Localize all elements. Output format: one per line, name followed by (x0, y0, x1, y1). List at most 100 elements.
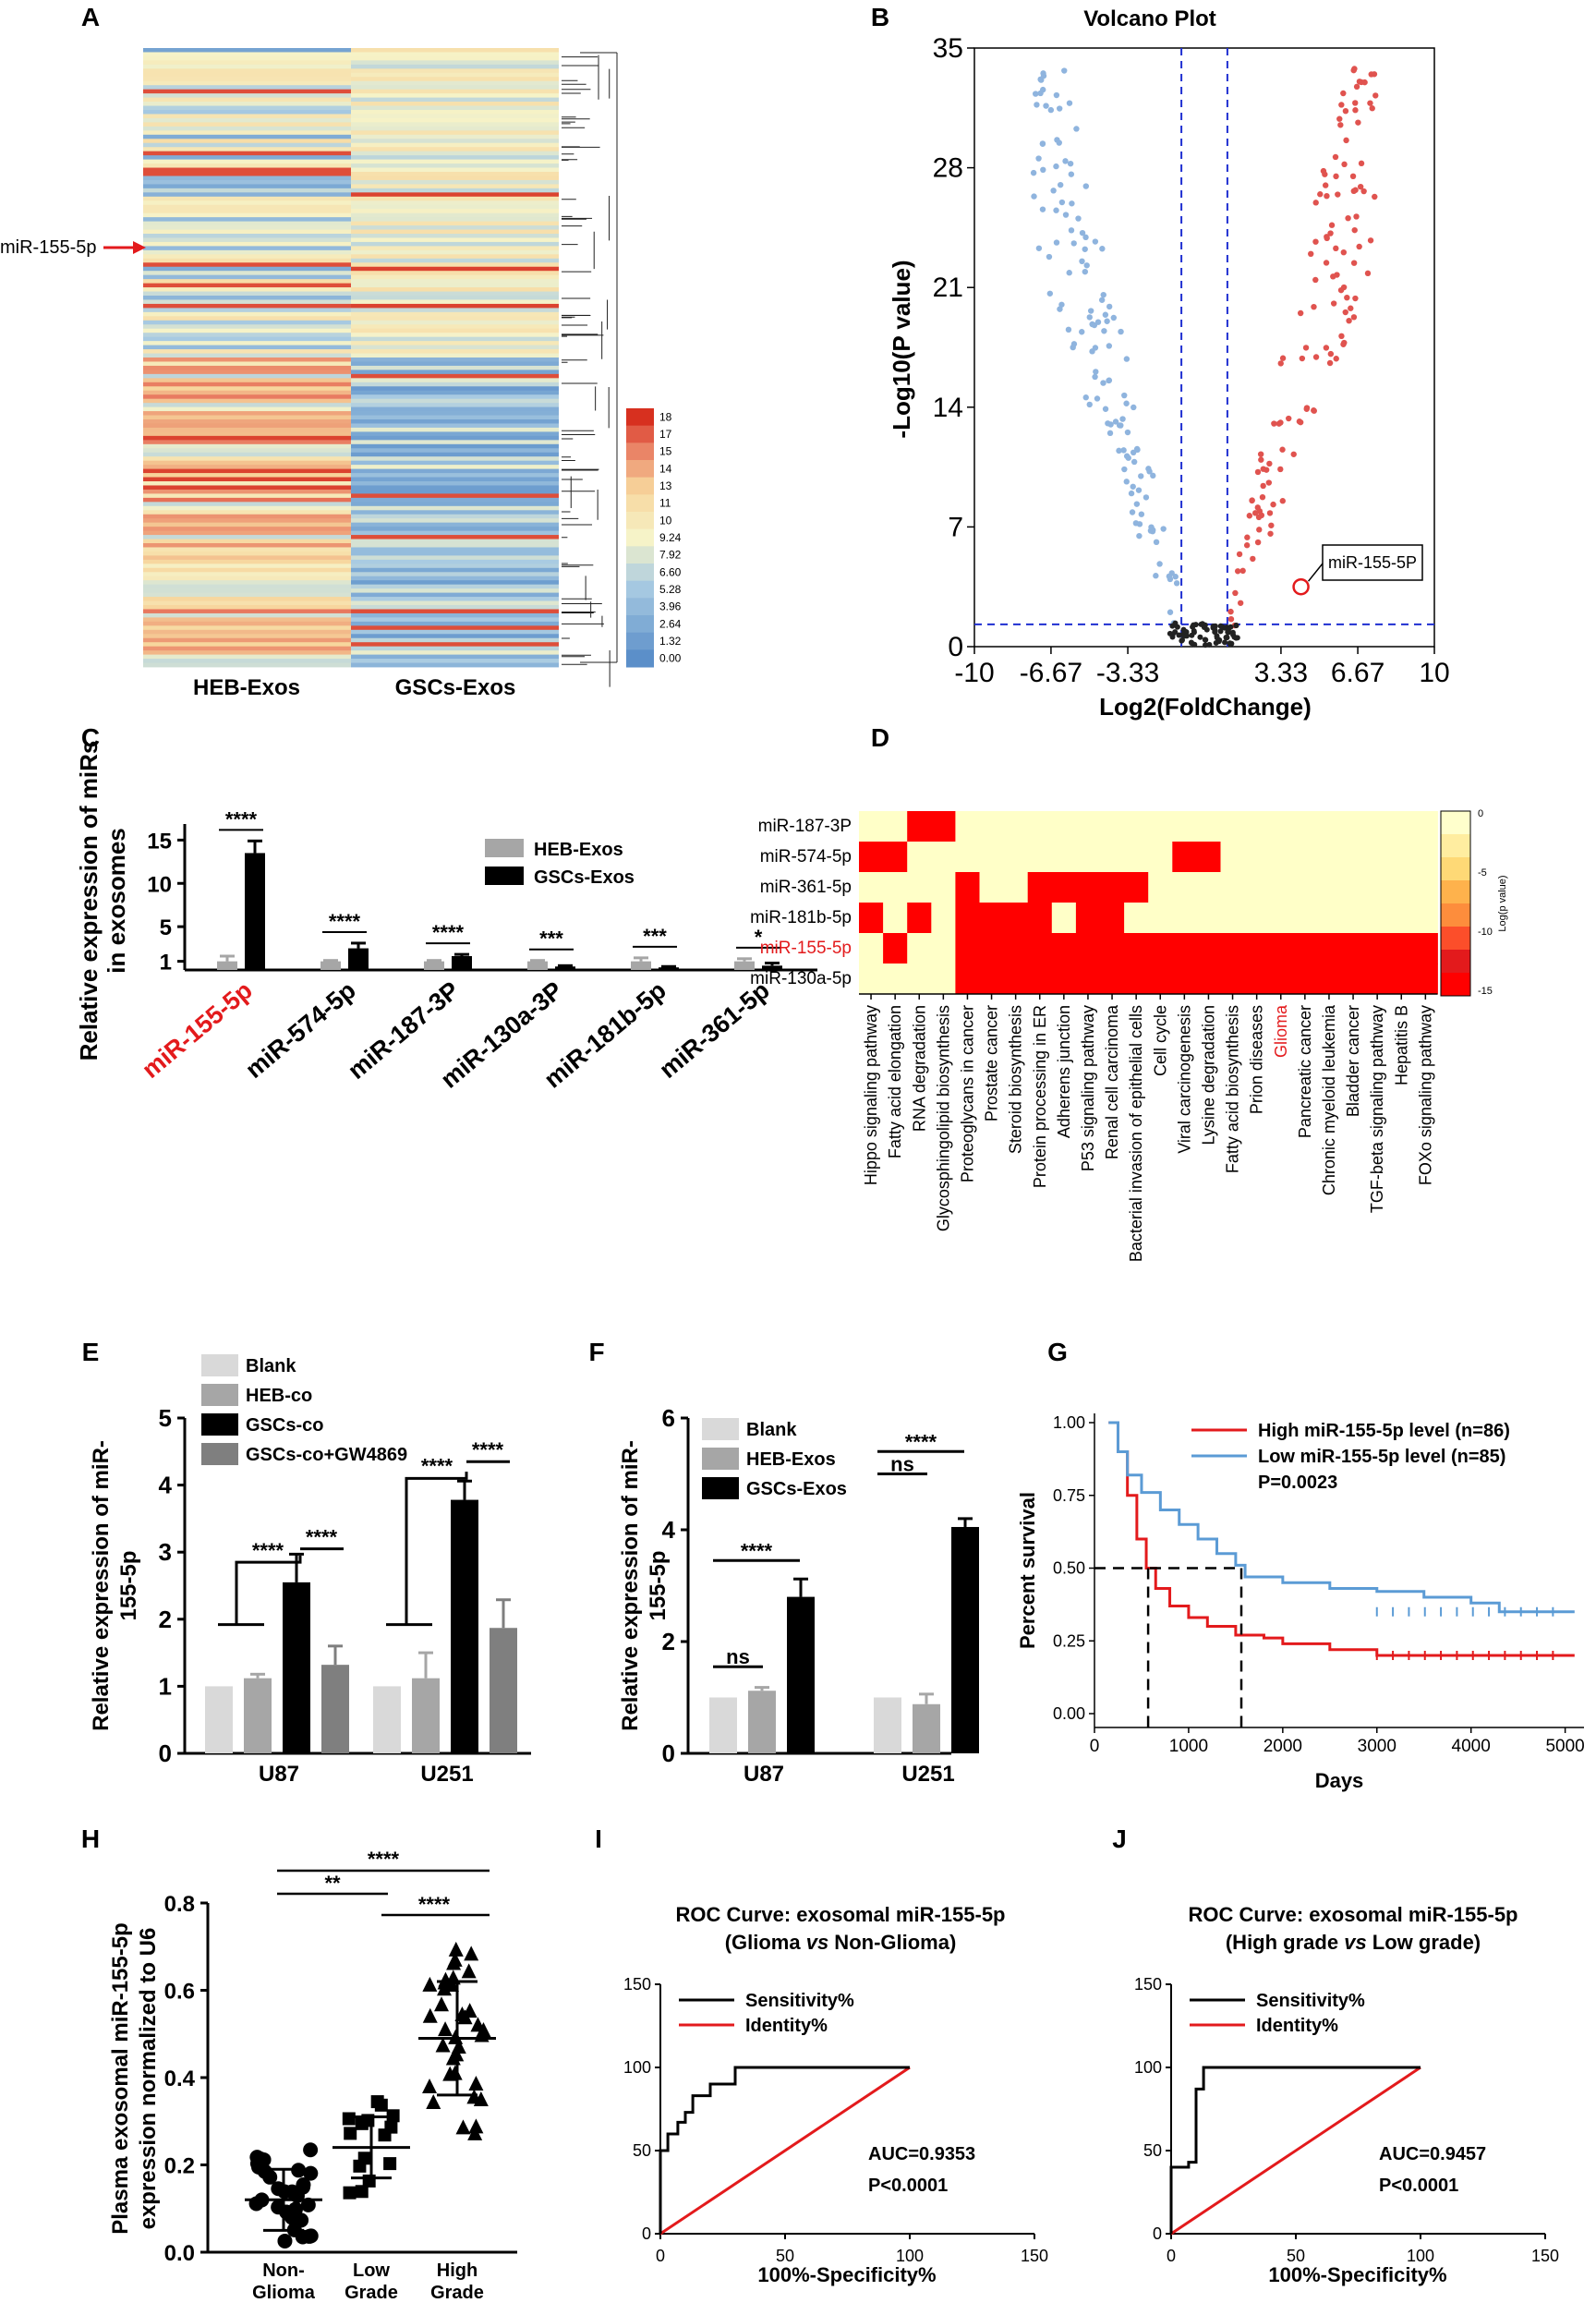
heatmap-cell (351, 527, 559, 531)
annotation-leader (1307, 563, 1324, 582)
heatmap-cell (1124, 933, 1149, 964)
volcano-point (1112, 418, 1119, 425)
colorbar-swatch (626, 494, 654, 513)
heatmap-cell (143, 102, 351, 106)
heatmap-cell (351, 308, 559, 313)
data-point (383, 2157, 397, 2171)
category-label: Grade (345, 2283, 398, 2303)
volcano-point (1352, 295, 1359, 302)
heatmap-cell (1316, 872, 1342, 903)
volcano-point (1254, 539, 1262, 546)
heatmap-cell (143, 68, 351, 74)
heatmap-cell (351, 142, 559, 148)
volcano-point (1031, 193, 1037, 200)
heatmap-cell (351, 155, 559, 160)
heatmap-cell (143, 97, 351, 103)
colorbar-tick-label: 17 (659, 428, 672, 441)
volcano-point (1035, 245, 1043, 251)
x-tick-label: 10 (1419, 658, 1449, 688)
legend-swatch (201, 1413, 238, 1436)
heatmap-cell (143, 518, 351, 524)
volcano-point (1249, 497, 1255, 503)
volcano-point (1146, 468, 1153, 475)
significance-label: **** (421, 1455, 453, 1478)
volcano-point (1342, 107, 1349, 115)
volcano-point (1123, 356, 1130, 362)
volcano-point (1104, 318, 1110, 324)
heatmap-cell (859, 842, 884, 873)
heatmap-cell (351, 423, 559, 429)
volcano-point (1333, 173, 1339, 180)
x-tick-label: 6.67 (1331, 658, 1384, 688)
volcano-point (1277, 466, 1284, 473)
x-axis-label: Days (1315, 1769, 1364, 1792)
heatmap-cell (143, 176, 351, 181)
legend-label: GSCs-co+GW4869 (246, 1445, 407, 1465)
x-tick-label: -6.67 (1020, 658, 1082, 688)
heatmap-cell (1051, 811, 1077, 842)
heatmap-cell (931, 811, 956, 842)
heatmap-cell (1027, 811, 1053, 842)
row-label: miR-361-5p (760, 878, 852, 897)
heatmap-cell (1341, 811, 1366, 842)
legend-swatch (485, 867, 524, 885)
volcano-point (1322, 182, 1329, 188)
heatmap-cell (351, 105, 559, 111)
volcano-point (1256, 527, 1263, 533)
volcano-point-ns (1176, 632, 1182, 638)
heatmap-cell (351, 172, 559, 176)
volcano-point (1279, 355, 1287, 361)
heatmap-cell (1316, 842, 1342, 873)
heatmap-cell (955, 964, 980, 995)
heatmap-cell (351, 85, 559, 91)
heatmap-cell (351, 333, 559, 338)
colorbar-swatch (626, 408, 654, 427)
volcano-point-ns (1183, 633, 1190, 639)
x-tick-label: -3.33 (1096, 658, 1159, 688)
heatmap-cell (1196, 811, 1221, 842)
heatmap-cell (1389, 811, 1414, 842)
volcano-point (1353, 83, 1360, 91)
heatmap-cell (351, 394, 559, 400)
volcano-point (1106, 343, 1113, 349)
significance-label: **** (472, 1438, 504, 1461)
volcano-point (1133, 445, 1141, 453)
heatmap-cell (143, 299, 351, 305)
data-point (271, 2181, 286, 2197)
heatmap-cell (351, 212, 559, 218)
heatmap-cell (907, 872, 932, 903)
volcano-point-ns (1212, 627, 1218, 634)
volcano-point (1266, 460, 1273, 467)
heatmap-cell (1051, 872, 1077, 903)
heatmap-cell (143, 612, 351, 618)
heatmap-cell (351, 358, 559, 362)
heatmap-cell (351, 514, 559, 519)
heatmap-cell (955, 903, 980, 934)
y-tick-label: 5 (160, 915, 172, 940)
colorbar-swatch (1441, 903, 1470, 927)
volcano-point (1317, 191, 1324, 198)
volcano-point-ns (1202, 636, 1208, 643)
heatmap-cell (1244, 903, 1270, 934)
heatmap-cell (143, 279, 351, 284)
volcano-point (1135, 487, 1143, 493)
colorbar-swatch (1441, 973, 1470, 997)
volcano-point (1082, 246, 1088, 252)
heatmap-cell (143, 440, 351, 445)
colorbar-swatch (626, 442, 654, 461)
heatmap-cell (143, 311, 351, 317)
volcano-point (1101, 328, 1107, 334)
volcano-point (1338, 102, 1345, 108)
heatmap-cell (351, 580, 559, 586)
heatmap-cell (351, 373, 559, 379)
heatmap-cell (143, 249, 351, 255)
volcano-point (1357, 183, 1364, 190)
heatmap-cell (143, 403, 351, 407)
heatmap-cell (143, 333, 351, 338)
volcano-point (1110, 314, 1118, 321)
heatmap-cell (143, 221, 351, 226)
volcano-point (1123, 479, 1130, 485)
heatmap-cell (143, 514, 351, 519)
heatmap-cell (143, 452, 351, 457)
heatmap-cell (143, 473, 351, 478)
